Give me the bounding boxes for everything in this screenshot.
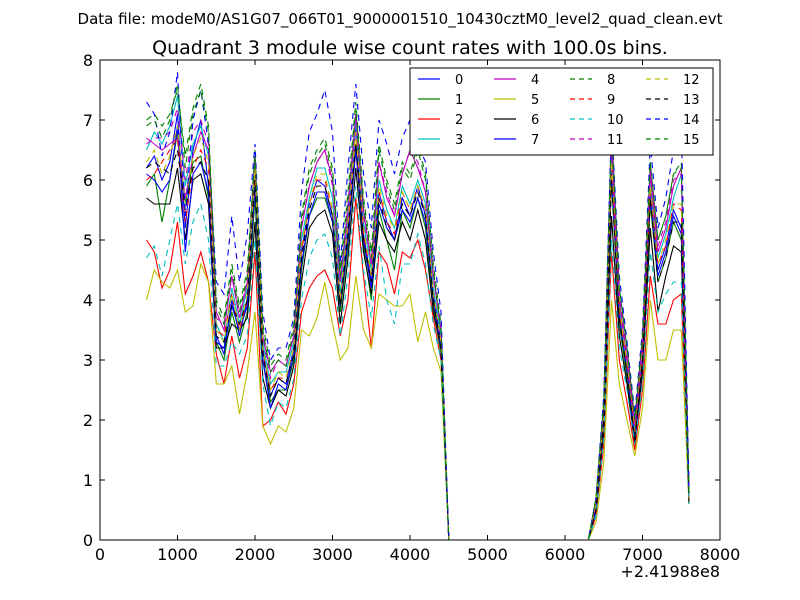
- legend-label-7: 7: [531, 133, 539, 148]
- x-tick-label: 5000: [467, 545, 508, 564]
- legend-box: [409, 67, 714, 156]
- legend-label-8: 8: [607, 73, 615, 88]
- y-tick-label: 1: [83, 471, 93, 490]
- legend-label-13: 13: [683, 93, 700, 108]
- y-tick-label: 0: [83, 531, 93, 550]
- series-line-13: [146, 143, 690, 540]
- legend-label-5: 5: [531, 93, 539, 108]
- y-tick-label: 4: [83, 291, 93, 310]
- series-line-5: [145, 262, 690, 540]
- x-tick-label: 1000: [157, 545, 198, 564]
- legend-label-14: 14: [683, 113, 700, 128]
- y-tick-label: 8: [83, 51, 93, 70]
- x-tick-label: 6000: [545, 545, 586, 564]
- legend-label-11: 11: [607, 133, 624, 148]
- axes-layer: 0 1000 2000 3000 4000 5000 6000 7000 80000123456…: [83, 51, 741, 564]
- y-tick-label: 6: [83, 171, 93, 190]
- chart-title: Quadrant 3 module wise count rates with …: [152, 37, 668, 59]
- legend-label-15: 15: [683, 133, 700, 148]
- legend-label-3: 3: [455, 133, 463, 148]
- y-tick-label: 7: [83, 111, 93, 130]
- x-tick-label: 2000: [235, 545, 276, 564]
- legend-label-12: 12: [683, 73, 700, 88]
- series-line-2: [146, 197, 690, 540]
- series-line-12: [146, 125, 690, 540]
- y-tick-label: 5: [83, 231, 93, 250]
- x-tick-label: 0: [95, 545, 105, 564]
- y-tick-label: 2: [83, 411, 93, 430]
- series-line-10: [146, 185, 690, 540]
- legend-label-0: 0: [455, 73, 463, 88]
- data-file-header: Data file: modeM0/AS1G07_066T01_90000015…: [78, 10, 723, 29]
- legend-label-2: 2: [455, 113, 463, 128]
- series-layer: [145, 71, 690, 540]
- x-tick-label: 3000: [312, 545, 353, 564]
- legend-label-9: 9: [607, 93, 615, 108]
- legend-label-4: 4: [531, 73, 539, 88]
- x-tick-label: 7000: [622, 545, 663, 564]
- legend-label-6: 6: [531, 113, 539, 128]
- x-tick-label: 8000: [700, 545, 741, 564]
- x-tick-label: 4000: [390, 545, 431, 564]
- x-offset-label: +2.41988e8: [620, 562, 720, 581]
- y-tick-label: 3: [83, 351, 93, 370]
- legend-label-10: 10: [607, 113, 624, 128]
- series-line-11: [146, 107, 690, 540]
- legend-label-1: 1: [455, 93, 463, 108]
